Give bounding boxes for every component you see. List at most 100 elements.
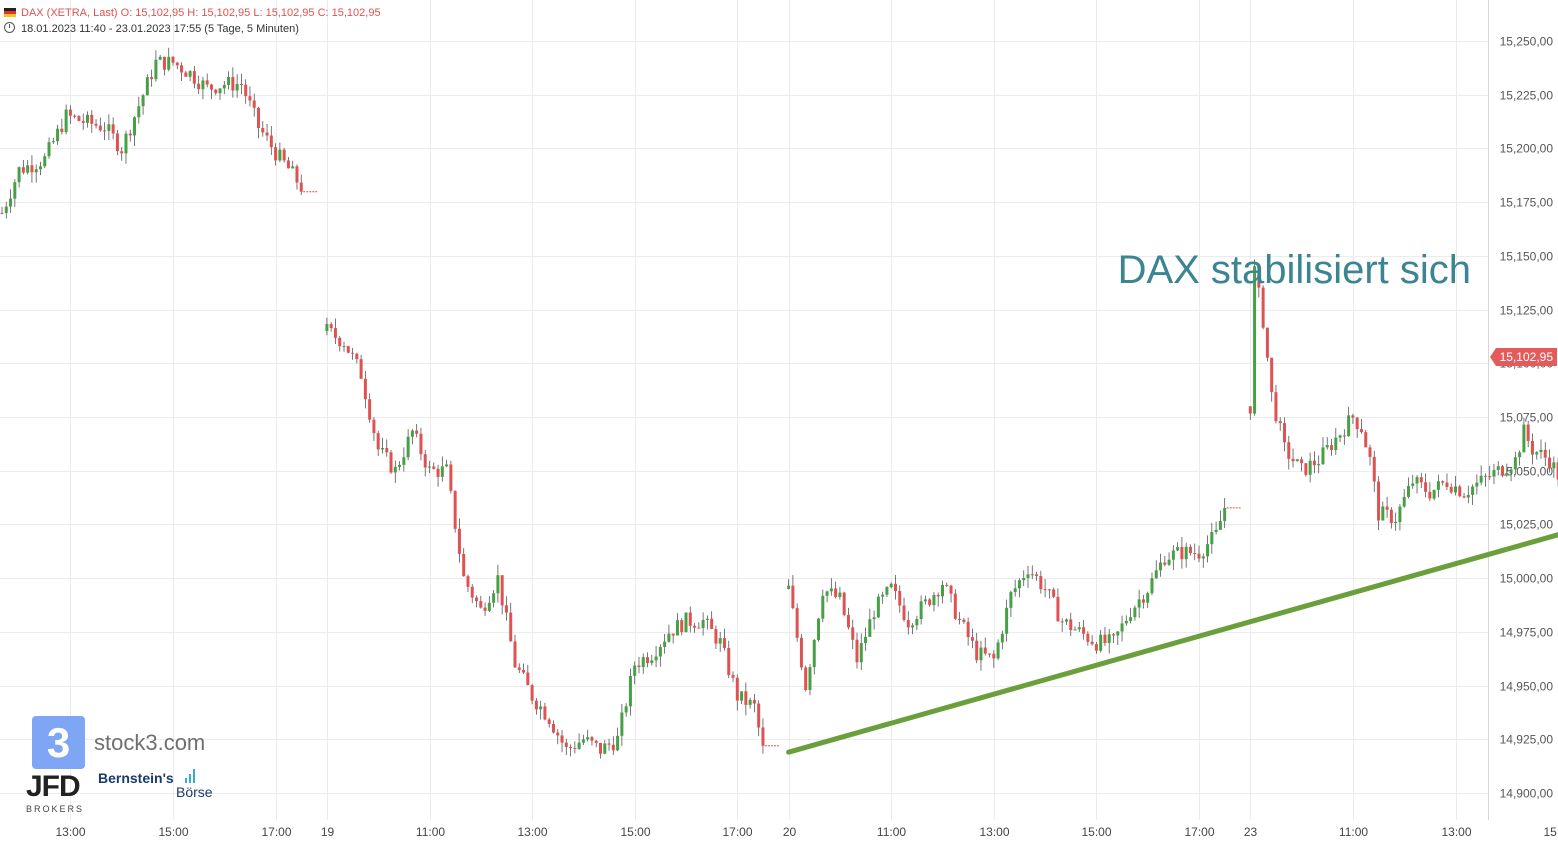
candle-body	[496, 575, 500, 594]
candle-body	[594, 740, 598, 743]
candle-body	[534, 700, 538, 710]
candle-body	[214, 89, 218, 94]
y-tick-label: 15,150,00	[1500, 250, 1554, 264]
candle-body	[269, 135, 273, 148]
x-tick-label: 23	[1244, 825, 1258, 839]
candle-body	[1107, 634, 1111, 644]
candle-body	[804, 667, 808, 690]
candle-body	[517, 667, 521, 670]
x-tick-label: 19	[321, 825, 335, 839]
candle-body	[675, 620, 679, 636]
candle-body	[1052, 589, 1056, 597]
candle-body	[1475, 482, 1479, 487]
candle-body	[1458, 486, 1462, 497]
candle-body	[710, 618, 714, 630]
jfd-logo: JFD	[26, 770, 81, 803]
x-tick-label: 15:00	[1543, 825, 1558, 839]
candle-body	[1283, 423, 1286, 443]
x-tick-label: 17:00	[722, 825, 752, 839]
y-tick-label: 14,900,00	[1500, 787, 1554, 801]
candles	[0, 47, 1558, 759]
candle-body	[1445, 482, 1449, 487]
x-tick-label: 11:00	[1339, 825, 1368, 839]
candle-body	[1086, 633, 1090, 642]
candle-body	[564, 742, 568, 748]
candle-body	[1094, 644, 1098, 651]
grid	[0, 0, 1489, 820]
candle-body	[47, 142, 51, 157]
candle-body	[607, 743, 611, 745]
candle-body	[1120, 623, 1124, 632]
candle-body	[705, 618, 709, 621]
candle-body	[1462, 496, 1466, 498]
candle-body	[697, 627, 701, 629]
candle-body	[970, 637, 974, 641]
candle-body	[1060, 621, 1064, 623]
candle-body	[1488, 476, 1492, 478]
candle-body	[1099, 634, 1103, 651]
candle-body	[855, 639, 859, 663]
candle-body	[603, 743, 607, 754]
candle-body	[393, 466, 397, 473]
candle-body	[73, 115, 77, 117]
candle-body	[864, 636, 868, 644]
candle-body	[1364, 432, 1368, 448]
candle-body	[727, 647, 731, 676]
candle-body	[30, 165, 34, 173]
candle-body	[872, 617, 876, 620]
candle-body	[64, 109, 68, 133]
candle-body	[757, 703, 761, 728]
candle-body	[1124, 621, 1128, 624]
candle-body	[295, 166, 299, 183]
candle-body	[556, 732, 560, 736]
candle-body	[1312, 460, 1316, 466]
candle-body	[893, 583, 897, 592]
candle-body	[261, 127, 265, 133]
candle-body	[239, 83, 243, 85]
candle-body	[1116, 631, 1120, 636]
candle-body	[436, 468, 440, 477]
candle-body	[1184, 546, 1188, 560]
candle-body	[333, 328, 337, 338]
candle-body	[492, 593, 496, 603]
candle-body	[402, 457, 406, 465]
candle-body	[1193, 553, 1197, 555]
candle-body	[68, 109, 72, 116]
candle-body	[43, 156, 47, 167]
candle-body	[1372, 456, 1376, 482]
candle-body	[1261, 287, 1265, 328]
candle-body	[1112, 634, 1115, 636]
candle-body	[329, 324, 333, 329]
candle-body	[1308, 460, 1312, 475]
x-axis: 13:00 15:00 17:00 19 11:00 13:00 15:00 17:00 20 1…	[55, 825, 1558, 839]
candle-body	[1064, 619, 1068, 622]
candle-body	[1180, 546, 1184, 560]
candle-body	[915, 619, 919, 626]
candle-body	[1441, 481, 1445, 483]
candle-body	[449, 464, 453, 491]
candle-body	[1321, 447, 1325, 465]
last-price-badge: 15,102,95	[1490, 347, 1557, 366]
candle-body	[817, 618, 821, 640]
candle-body	[103, 130, 107, 132]
candle-body	[722, 638, 726, 648]
jfd-logo-sub: BROKERS	[26, 804, 85, 814]
candle-body	[684, 612, 688, 633]
candle-body	[1325, 445, 1329, 448]
y-tick-label: 15,000,00	[1500, 572, 1554, 586]
candle-body	[380, 447, 384, 450]
candle-body	[265, 132, 269, 136]
candle-body	[881, 594, 885, 597]
candle-body	[197, 83, 201, 90]
candle-body	[325, 324, 329, 332]
y-axis: 15,250,00 15,225,00 15,200,00 15,175,00 15,1…	[1500, 35, 1554, 801]
clock-icon	[4, 22, 15, 33]
candle-body	[868, 619, 872, 637]
candle-body	[81, 120, 85, 123]
candle-body	[363, 378, 367, 400]
candle-body	[1223, 507, 1227, 522]
candle-body	[1013, 588, 1017, 593]
candle-body	[902, 605, 906, 621]
candle-body	[291, 166, 295, 169]
candle-body	[795, 608, 799, 638]
